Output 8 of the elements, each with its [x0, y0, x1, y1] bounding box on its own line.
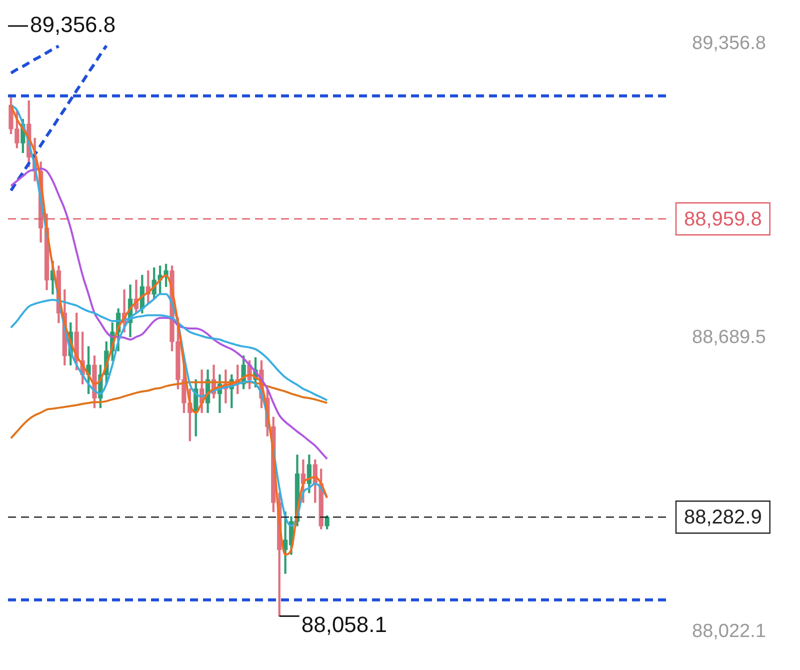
line-series: [9, 44, 60, 74]
text: 89,356.8: [30, 12, 116, 38]
y-tick-label: 88,689.5: [692, 327, 766, 348]
y-tick-label: 89,356.8: [692, 33, 766, 54]
annotation: 88,058.1: [301, 612, 387, 638]
ref-line-label: 88,959.8: [684, 208, 762, 230]
ref-line-label: 88,282.9: [684, 506, 762, 529]
y-tick-label: 88,022.1: [692, 621, 766, 642]
